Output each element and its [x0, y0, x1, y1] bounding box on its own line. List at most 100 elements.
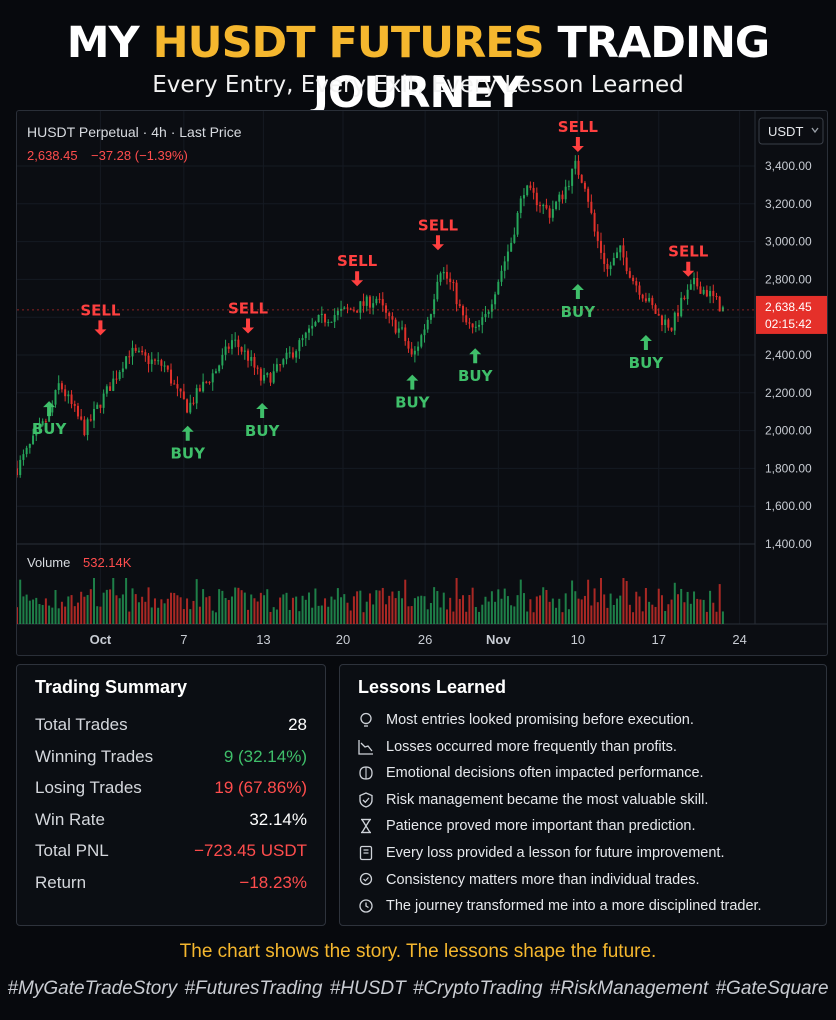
volume-bar	[243, 592, 246, 624]
candle-body	[471, 323, 474, 328]
volume-bar	[628, 604, 631, 624]
candle-body	[516, 212, 519, 235]
sell-arrow-icon	[431, 235, 444, 251]
volume-bar	[291, 597, 294, 624]
volume-bar	[189, 609, 192, 624]
volume-bar	[404, 579, 407, 624]
lesson-text: Losses occurred more frequently than pro…	[386, 738, 677, 755]
volume-label: Volume	[27, 555, 70, 570]
volume-bar	[478, 611, 481, 624]
volume-bar	[548, 601, 551, 624]
decline-chart-icon	[358, 739, 374, 755]
candle-body	[699, 286, 702, 294]
volume-bar	[705, 611, 708, 624]
volume-bar	[160, 599, 163, 624]
volume-bar	[89, 589, 92, 624]
price-chart[interactable]: 3,400.003,200.003,000.002,800.002,600.00…	[16, 110, 828, 656]
y-tick-label: 1,600.00	[765, 499, 812, 513]
candle-body	[612, 257, 615, 266]
candle-body	[250, 356, 253, 361]
candle-body	[413, 350, 416, 355]
summary-value: 28	[288, 715, 307, 734]
volume-bar	[80, 591, 83, 624]
volume-bar	[551, 598, 554, 624]
candle-body	[445, 271, 448, 279]
volume-bar	[452, 611, 455, 624]
currency-button[interactable]	[758, 117, 824, 145]
sell-label: SELL	[418, 216, 459, 234]
volume-bar	[490, 591, 493, 624]
candle-body	[179, 388, 182, 392]
candle-body	[478, 324, 481, 327]
volume-bar	[250, 594, 253, 624]
volume-bar	[256, 601, 259, 624]
candle-body	[330, 321, 333, 323]
candle-body	[362, 301, 365, 306]
candle-body	[208, 381, 211, 383]
y-tick-label: 3,400.00	[765, 159, 812, 173]
candle-body	[266, 373, 269, 375]
candle-body	[221, 354, 224, 366]
candle-body	[295, 351, 298, 358]
candle-body	[712, 290, 715, 297]
volume-bar	[163, 603, 166, 624]
volume-bar	[343, 594, 346, 624]
candle-body	[86, 419, 89, 436]
candle-body	[696, 278, 699, 287]
candle-body	[311, 325, 314, 329]
candle-body	[503, 261, 506, 271]
candle-body	[70, 394, 73, 405]
candle-body	[157, 360, 160, 362]
volume-bar	[67, 596, 70, 624]
lesson-text: Risk management became the most valuable…	[386, 791, 709, 808]
candle-body	[346, 307, 349, 309]
sell-label: SELL	[228, 299, 269, 317]
candle-body	[397, 328, 400, 333]
chart-canvas[interactable]: 3,400.003,200.003,000.002,800.002,600.00…	[17, 111, 827, 655]
volume-bar	[417, 596, 420, 624]
volume-bar	[131, 588, 134, 624]
volume-bar	[198, 606, 201, 624]
candle-body	[529, 185, 532, 188]
candle-body	[506, 251, 509, 262]
volume-bar	[128, 611, 131, 624]
volume-bar	[330, 596, 333, 624]
volume-bar	[137, 602, 140, 624]
candle-body	[564, 186, 567, 200]
volume-bar	[712, 602, 715, 624]
volume-bar	[304, 599, 307, 624]
candle-body	[32, 435, 35, 444]
candle-body	[625, 257, 628, 272]
candle-body	[715, 296, 718, 298]
y-tick-label: 3,000.00	[765, 235, 812, 249]
lesson-text: Emotional decisions often impacted perfo…	[386, 765, 704, 782]
candle-body	[654, 305, 657, 314]
volume-bar	[468, 594, 471, 624]
badge-icon	[358, 872, 374, 888]
candle-body	[458, 304, 461, 306]
candle-body	[465, 315, 468, 323]
candle-body	[474, 326, 477, 328]
lesson-text: Every loss provided a lesson for future …	[386, 845, 725, 861]
lesson-item: Patience proved more important than pred…	[358, 815, 696, 837]
volume-bar	[487, 601, 490, 624]
volume-bar	[599, 578, 602, 624]
y-tick-label: 1,800.00	[765, 461, 812, 475]
lesson-item: The journey transformed me into a more d…	[358, 895, 762, 917]
volume-bar	[542, 587, 545, 624]
volume-bar	[99, 606, 102, 624]
volume-bar	[561, 612, 564, 624]
volume-bar	[263, 595, 266, 624]
summary-value: −723.45 USDT	[194, 841, 307, 860]
candle-body	[481, 317, 484, 325]
x-tick-label: 20	[336, 632, 350, 647]
volume-bar	[125, 578, 128, 624]
y-tick-label: 1,400.00	[765, 537, 812, 551]
volume-bar	[651, 604, 654, 624]
page-title: MY HUSDT FUTURES TRADING JOURNEY	[0, 18, 836, 118]
volume-bar	[311, 607, 314, 624]
volume-bar	[295, 596, 298, 624]
buy-arrow-icon	[43, 401, 56, 417]
candle-body	[494, 294, 497, 305]
candle-body	[628, 271, 631, 278]
